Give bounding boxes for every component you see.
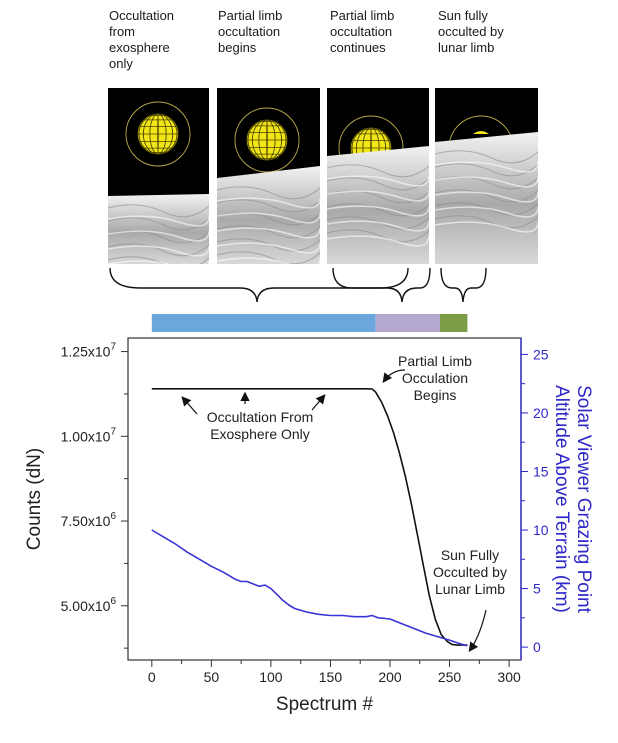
arrow-exosphere-1 bbox=[183, 398, 197, 414]
y-tick-label: 1.25x107 bbox=[61, 342, 117, 360]
y-axis-label: Counts (dN) bbox=[24, 448, 45, 550]
y2-tick-label: 10 bbox=[533, 522, 549, 538]
phase-segment-3 bbox=[440, 314, 467, 332]
y2-tick-label: 0 bbox=[533, 639, 541, 655]
y2-tick-label: 15 bbox=[533, 463, 549, 479]
brace-exosphere bbox=[110, 268, 408, 302]
y-tick-label: 5.00x106 bbox=[61, 596, 117, 614]
x-tick-label: 150 bbox=[319, 669, 343, 685]
x-tick-label: 0 bbox=[148, 669, 156, 685]
brace-full bbox=[441, 268, 486, 302]
phase-segment-2 bbox=[376, 314, 440, 332]
annotation-fully-occulted: Sun Fully Occulted by Lunar Limb bbox=[433, 547, 507, 597]
y2-axis-label: Solar Viewer Grazing PointAltitude Above… bbox=[551, 385, 594, 613]
y-tick-label: 7.50x106 bbox=[61, 511, 117, 529]
chart-annotations: Occultation From Exosphere Only Partial Li… bbox=[183, 353, 507, 650]
phase-segment-1 bbox=[152, 314, 376, 332]
phase-bar bbox=[152, 314, 468, 332]
y2-tick-label: 25 bbox=[533, 346, 549, 362]
x-tick-label: 300 bbox=[497, 669, 521, 685]
annotation-exosphere: Occultation From Exosphere Only bbox=[207, 409, 314, 442]
phase-braces bbox=[110, 268, 486, 302]
chart-axes: 0 50 100 150 200 250 3005.00x1067.50x1061.00x1… bbox=[24, 338, 594, 715]
y2-tick-label: 5 bbox=[533, 581, 541, 597]
x-tick-label: 250 bbox=[438, 669, 462, 685]
x-tick-label: 100 bbox=[259, 669, 283, 685]
arrow-fully-occulted bbox=[470, 610, 486, 650]
x-axis-label: Spectrum # bbox=[276, 694, 374, 715]
x-tick-label: 200 bbox=[378, 669, 402, 685]
arrow-exosphere-3 bbox=[312, 396, 324, 410]
plot-frame bbox=[128, 338, 521, 660]
y-tick-label: 1.00x107 bbox=[61, 426, 117, 444]
brace-partial bbox=[333, 268, 430, 302]
x-tick-label: 50 bbox=[204, 669, 220, 685]
annotation-partial-limb: Partial Limb Occulation Begins bbox=[398, 353, 472, 403]
y2-tick-label: 20 bbox=[533, 405, 549, 421]
